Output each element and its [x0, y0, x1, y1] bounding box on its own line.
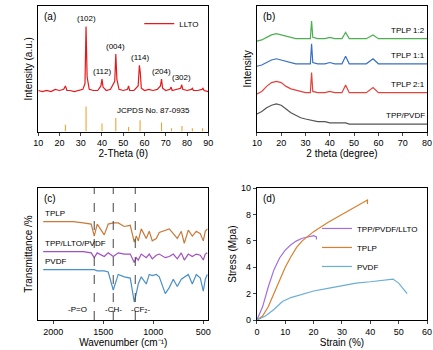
svg-text:60: 60: [422, 327, 432, 337]
svg-text:(c): (c): [44, 193, 56, 204]
svg-text:6: 6: [246, 236, 251, 246]
svg-text:20: 20: [309, 327, 319, 337]
svg-text:TPLP 2:1: TPLP 2:1: [391, 80, 425, 89]
svg-text:(b): (b): [263, 11, 275, 22]
svg-text:TPLP: TPLP: [45, 209, 65, 218]
svg-text:50: 50: [118, 138, 128, 148]
svg-text:PVDF: PVDF: [45, 257, 66, 266]
svg-text:TPP/PVDF/LLTO: TPP/PVDF/LLTO: [357, 225, 418, 234]
svg-text:-P=O: -P=O: [68, 305, 87, 314]
svg-text:PVDF: PVDF: [357, 263, 378, 272]
svg-text:10: 10: [280, 327, 290, 337]
svg-text:70: 70: [161, 138, 171, 148]
svg-text:40: 40: [365, 327, 375, 337]
svg-text:(004): (004): [106, 42, 125, 51]
svg-text:1500: 1500: [93, 327, 113, 337]
svg-text:40: 40: [97, 138, 107, 148]
svg-text:2000: 2000: [43, 327, 63, 337]
svg-text:TPLP 1:2: TPLP 1:2: [391, 26, 425, 35]
svg-text:90: 90: [203, 138, 213, 148]
svg-text:(102): (102): [77, 14, 96, 23]
svg-text:(d): (d): [263, 193, 275, 204]
svg-text:-CF₂-: -CF₂-: [131, 305, 150, 314]
svg-text:Intensity (a.u.): Intensity (a.u.): [23, 37, 34, 100]
svg-text:80: 80: [182, 138, 192, 148]
svg-text:60: 60: [140, 138, 150, 148]
svg-text:Wavenumber (cm⁻¹): Wavenumber (cm⁻¹): [79, 337, 167, 348]
svg-text:500: 500: [196, 327, 211, 337]
svg-text:80: 80: [422, 138, 432, 148]
svg-text:(114): (114): [131, 53, 149, 62]
svg-text:TPP/LLTO/PVDF: TPP/LLTO/PVDF: [45, 239, 106, 248]
svg-text:TPLP: TPLP: [357, 244, 377, 253]
svg-text:10: 10: [252, 138, 262, 148]
svg-text:1000: 1000: [143, 327, 163, 337]
svg-text:10: 10: [241, 183, 251, 193]
svg-text:JCPDS No. 87-0935: JCPDS No. 87-0935: [117, 106, 190, 115]
svg-text:-CH-: -CH-: [105, 305, 122, 314]
svg-text:(302): (302): [172, 73, 191, 82]
svg-text:30: 30: [300, 138, 310, 148]
svg-text:0: 0: [254, 327, 259, 337]
svg-text:Stress (Mpa): Stress (Mpa): [227, 225, 238, 282]
svg-text:70: 70: [398, 138, 408, 148]
svg-text:50: 50: [394, 327, 404, 337]
svg-text:4: 4: [246, 262, 251, 272]
svg-text:50: 50: [349, 138, 359, 148]
svg-text:0: 0: [246, 315, 251, 325]
svg-text:TPP/PVDF: TPP/PVDF: [386, 111, 425, 120]
svg-text:2-Theta (θ): 2-Theta (θ): [99, 148, 148, 159]
svg-text:2 theta (degree): 2 theta (degree): [306, 148, 377, 159]
svg-text:20: 20: [54, 138, 64, 148]
svg-text:Strain (%): Strain (%): [320, 337, 364, 348]
svg-text:(112): (112): [93, 67, 111, 76]
svg-text:60: 60: [373, 138, 383, 148]
svg-text:Transmittance /%: Transmittance /%: [23, 215, 34, 293]
svg-text:40: 40: [325, 138, 335, 148]
svg-text:20: 20: [276, 138, 286, 148]
svg-text:(204): (204): [152, 67, 171, 76]
svg-text:TPLP 1:1: TPLP 1:1: [391, 51, 425, 60]
svg-text:10: 10: [33, 138, 43, 148]
svg-text:8: 8: [246, 210, 251, 220]
svg-text:30: 30: [76, 138, 86, 148]
svg-text:LLTO: LLTO: [179, 20, 198, 29]
svg-text:Intensity: Intensity: [242, 50, 253, 87]
svg-text:(a): (a): [44, 11, 56, 22]
svg-text:30: 30: [337, 327, 347, 337]
svg-text:2: 2: [246, 289, 251, 299]
